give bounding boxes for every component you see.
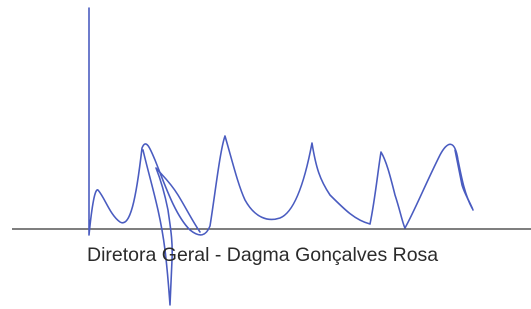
signature-caption: Diretora Geral - Dagma Gonçalves Rosa — [87, 244, 438, 267]
page: {"signature_block": {"caption": "Diretor… — [0, 0, 531, 309]
